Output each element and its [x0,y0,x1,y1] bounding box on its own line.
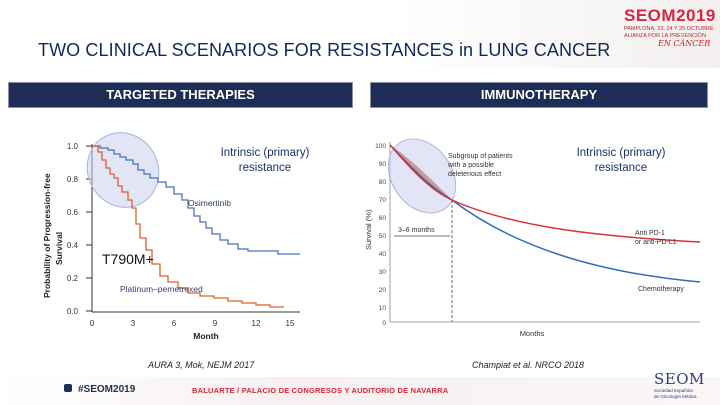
footer-seom-text: SEOM [654,370,705,388]
pfs-platinum-curve [92,145,284,308]
right-citation: Champiat et al. NRCO 2018 [472,360,585,370]
event-logo: SEOM2019 PAMPLONA, 23, 24 Y 25 OCTUBRE A… [624,6,718,60]
survival-ytick-8: 30 [379,269,387,276]
survival-pd1-label-line2: or anti-PD-L1 [635,239,677,246]
survival-curve-labels: Anti PD-1 or anti-PD-L1 Chemotherapy [635,230,684,293]
survival-chemo-curve [389,144,701,283]
pfs-xtick-4: 9 [213,319,218,328]
pfs-ytick-4: 0.4 [67,241,79,250]
logo-year: 2019 [676,6,716,25]
targeted-therapies-header: TARGETED THERAPIES [8,82,353,108]
survival-chart-panel: Survival (%) 100 90 80 70 60 50 40 30 20… [360,132,710,342]
pfs-xtick-2: 3 [131,319,136,328]
left-overlay-line1: Intrinsic (primary) [220,147,310,159]
survival-subgroup-line3: deleterious effect [448,171,501,178]
logo-slogan: ALIANZA POR LA PREVENCIÓN [624,32,706,39]
pfs-ylabel-line2: Survival [54,232,64,265]
pfs-y-ticks: 1.0 0.8 0.6 0.4 0.2 0.0 [67,142,92,316]
slide-title: TWO CLINICAL SCENARIOS FOR RESISTANCES i… [38,40,611,60]
survival-xlabel: Months [520,329,545,338]
logo-brand-text: SEOM [624,6,677,25]
survival-ytick-4: 70 [379,197,387,204]
pfs-chart-panel: Probability of Progression-free Survival… [28,130,328,342]
logo-dates: PAMPLONA, 23, 24 Y 25 OCTUBRE [624,26,714,32]
survival-ytick-10: 10 [379,305,387,312]
footer-seom-sub2: de Oncología Médica [654,393,697,399]
footer-venue: BALUARTE / PALACIO DE CONGRESOS Y AUDITO… [192,386,449,395]
pfs-primary-resistance-highlight [86,132,160,208]
left-primary-resistance-label: Intrinsic (primary) resistance [196,146,334,176]
right-overlay-line1: Intrinsic (primary) [576,147,666,159]
pfs-xtick-5: 12 [252,319,261,328]
pfs-platinum-label: Platinum–pemetrexed [120,284,203,294]
right-primary-resistance-label: Intrinsic (primary) resistance [556,146,686,176]
pfs-xlabel: Month [193,331,219,341]
pfs-xtick-6: 15 [286,319,295,328]
pfs-ylabel-line1: Probability of Progression-free [42,173,52,298]
footer-seom-logo: SEOM Sociedad Española de Oncología Médi… [654,370,716,399]
left-citation: AURA 3, Mok, NEJM 2017 [148,360,255,370]
footer-hash-marker-icon [64,384,72,392]
pfs-x-ticks: 0 3 6 9 12 15 [90,319,295,328]
pfs-ytick-2: 0.8 [67,175,79,184]
survival-ytick-11: 0 [382,320,386,327]
pfs-ytick-5: 0.2 [67,274,79,283]
survival-ylabel: Survival (%) [364,209,373,250]
survival-y-ticks: 100 90 80 70 60 50 40 30 20 10 0 [375,143,386,327]
pfs-ytick-3: 0.6 [67,208,79,217]
right-overlay-line2: resistance [594,162,648,174]
survival-deleterious-area [390,145,452,200]
survival-months-label: 3–6 months [398,227,435,234]
header-decoration [0,0,720,68]
survival-ytick-6: 50 [379,233,387,240]
survival-ytick-9: 20 [379,287,387,294]
pfs-chart: Probability of Progression-free Survival… [42,132,300,341]
pfs-xtick-3: 6 [172,319,177,328]
survival-subgroup-line2: with a possible [447,162,494,169]
t790m-label: T790M+ [102,251,154,267]
survival-chart: Survival (%) 100 90 80 70 60 50 40 30 20… [364,138,701,338]
footer-seom-sub1: Sociedad Española [654,388,693,393]
pfs-osimertinib-label: Osimertinib [188,198,231,208]
pfs-xtick-1: 0 [90,319,95,328]
survival-subgroup-line1: Subgroup of patients [448,153,513,160]
survival-ytick-1: 100 [375,143,386,150]
survival-ytick-5: 60 [379,215,387,222]
footer-hashtag: #SEOM2019 [78,384,136,395]
survival-subgroup-annotation: Subgroup of patients with a possible del… [447,153,513,178]
immunotherapy-header: IMMUNOTHERAPY [370,82,708,108]
footer-decoration [0,377,720,405]
survival-ytick-2: 90 [379,161,387,168]
survival-ytick-3: 80 [379,179,387,186]
pfs-ytick-6: 0.0 [67,307,79,316]
survival-pd1-curve [389,144,701,243]
survival-ytick-7: 40 [379,251,387,258]
pfs-osimertinib-curve [92,145,300,255]
logo-brand: SEOM2019 [624,6,718,26]
survival-chemo-label: Chemotherapy [638,286,684,293]
pfs-ytick-1: 1.0 [67,142,79,151]
logo-slogan-script: EN CÁNCER [658,39,711,48]
left-overlay-line2: resistance [238,162,292,174]
survival-pd1-label-line1: Anti PD-1 [635,230,665,237]
